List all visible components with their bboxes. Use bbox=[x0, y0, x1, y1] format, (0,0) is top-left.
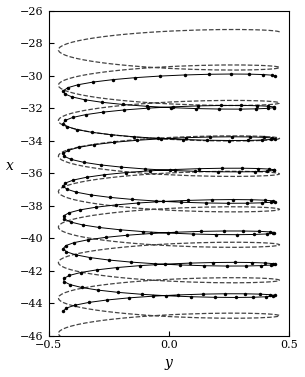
Y-axis label: x: x bbox=[6, 159, 14, 173]
X-axis label: y: y bbox=[165, 356, 173, 370]
